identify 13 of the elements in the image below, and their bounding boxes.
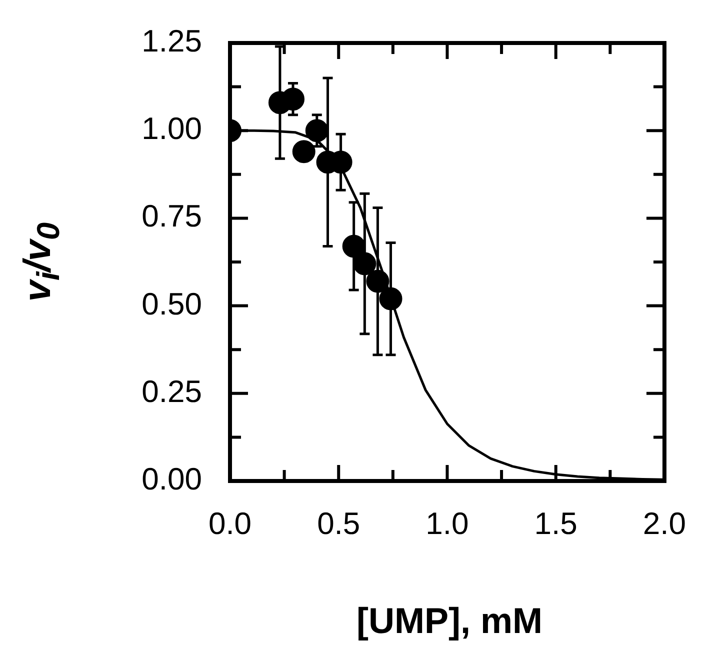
x-tick-label: 1.0 [426, 506, 469, 542]
y-tick-label: 0.25 [142, 374, 202, 409]
y-tick-label: 1.00 [142, 111, 202, 146]
y-tick-label: 1.25 [142, 24, 202, 59]
x-tick-label: 1.5 [534, 506, 578, 542]
y-tick-label: 0.50 [142, 286, 202, 322]
point [292, 140, 316, 164]
y-tick-label: 0.75 [142, 198, 202, 234]
x-tick-label: 0.0 [208, 506, 252, 542]
y-tick-label: 0.00 [142, 462, 202, 497]
x-axis-title: [UMP], mM [356, 600, 544, 642]
x-tick-label: 0.5 [317, 506, 360, 542]
x-tick-label: 2.0 [642, 506, 686, 542]
